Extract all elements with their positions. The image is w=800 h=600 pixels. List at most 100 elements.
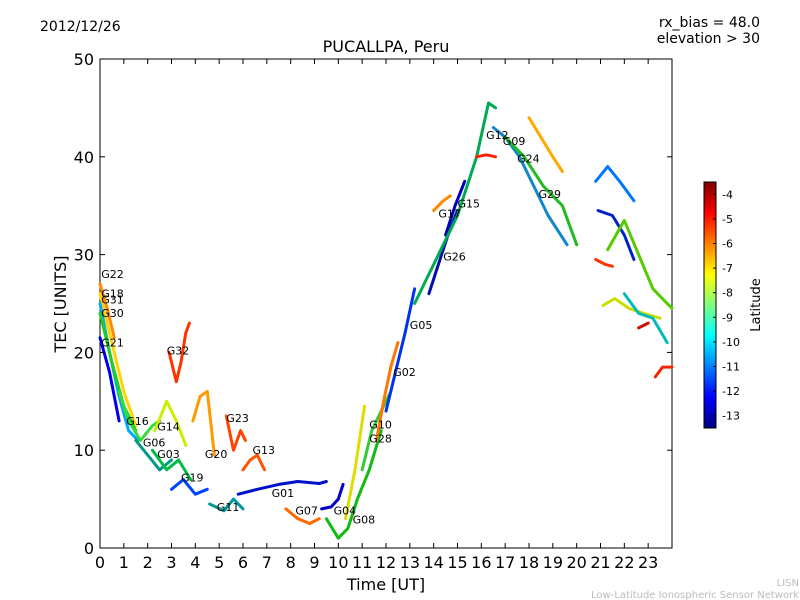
colorbar-tick-label: -11 xyxy=(722,361,740,374)
x-tick-label: 14 xyxy=(423,553,443,572)
colorbar-tick-label: -6 xyxy=(722,238,733,251)
series-label-g21: G21 xyxy=(101,337,124,350)
x-tick-label: 15 xyxy=(447,553,467,572)
series-line-g30 xyxy=(98,311,138,433)
y-axis-ticks: 0 10 20 30 40 50 xyxy=(74,50,672,558)
colorbar-tick-label: -12 xyxy=(722,385,740,398)
series-line-g14 xyxy=(153,399,188,447)
y-tick-label: 30 xyxy=(74,246,94,265)
y-tick-label: 40 xyxy=(74,148,94,167)
series-line-g26b xyxy=(596,209,636,261)
footer-network: Low-Latitude Ionospheric Sensor Network xyxy=(591,590,799,600)
series-label-g26: G26 xyxy=(443,251,466,264)
x-axis-label: Time [UT] xyxy=(346,575,425,594)
series-line-g06 xyxy=(134,438,173,472)
series-label-g22: G22 xyxy=(101,268,124,281)
colorbar-ticks: -4 -5 -6 -7 -8 -9 -10 -11 -12 -13 xyxy=(713,188,740,423)
x-tick-label: 17 xyxy=(495,553,515,572)
series-line-g21 xyxy=(98,336,121,423)
series-line-g24 xyxy=(491,126,569,247)
series-line-g10b xyxy=(622,292,669,345)
y-tick-label: 10 xyxy=(74,441,94,460)
series-label-g09: G09 xyxy=(503,135,526,148)
footer-lisn: LISN xyxy=(777,578,799,589)
colorbar-label: Latitude xyxy=(749,278,764,332)
x-tick-label: 13 xyxy=(400,553,420,572)
colorbar-tick-label: -9 xyxy=(722,311,733,324)
x-tick-label: 22 xyxy=(614,553,634,572)
series-line-g28 xyxy=(360,390,393,472)
series-line-g05 xyxy=(384,287,417,413)
series-line-g20 xyxy=(191,390,216,457)
y-tick-label: 0 xyxy=(84,539,94,558)
series-line-g23 xyxy=(224,414,247,452)
series-label-g02: G02 xyxy=(393,366,416,379)
x-tick-label: 8 xyxy=(286,553,296,572)
series-line-g18 xyxy=(98,292,138,428)
series-label-g08: G08 xyxy=(353,514,376,527)
series-line-g13 xyxy=(241,453,266,472)
x-tick-label: 21 xyxy=(590,553,610,572)
y-axis-label: TEC [UNITS] xyxy=(51,256,70,354)
series-line-g25 xyxy=(594,165,636,203)
series-label-g19: G19 xyxy=(181,472,204,485)
series-label-g30: G30 xyxy=(101,307,124,320)
x-axis-ticks: 0 1 2 3 4 5 6 7 8 9 10 11 12 13 14 15 16 17 18 19 20 21 22 23 xyxy=(95,59,658,572)
x-tick-label: 11 xyxy=(352,553,372,572)
series-layer xyxy=(98,101,674,540)
x-tick-label: 1 xyxy=(119,553,129,572)
series-line-g17 xyxy=(432,194,452,213)
series-line-g02 xyxy=(375,341,400,442)
x-tick-label: 12 xyxy=(376,553,396,572)
x-tick-label: 0 xyxy=(95,553,105,572)
x-tick-label: 2 xyxy=(143,553,153,572)
series-line-g12 xyxy=(413,101,498,305)
series-line-g29 xyxy=(503,135,579,247)
series-line-g08 xyxy=(324,429,383,540)
x-tick-label: 9 xyxy=(309,553,319,572)
series-label-g29: G29 xyxy=(539,188,562,201)
x-tick-label: 10 xyxy=(328,553,348,572)
series-label-g18: G18 xyxy=(101,288,124,301)
series-label-g24: G24 xyxy=(517,153,540,166)
plot-area xyxy=(99,58,673,549)
x-tick-label: 16 xyxy=(471,553,491,572)
series-line-g30b xyxy=(606,218,674,310)
colorbar-tick-label: -13 xyxy=(722,410,740,423)
colorbar-tick-label: -7 xyxy=(722,262,733,275)
series-label-g06: G06 xyxy=(143,436,166,449)
rx-bias-label: rx_bias = 48.0 xyxy=(659,15,760,31)
date-label: 2012/12/26 xyxy=(40,19,121,35)
series-label-g05: G05 xyxy=(410,319,433,332)
series-label-g01: G01 xyxy=(272,487,295,500)
x-tick-label: 4 xyxy=(190,553,200,572)
colorbar-tick-label: -8 xyxy=(722,287,733,300)
series-label-g32: G32 xyxy=(167,344,190,357)
series-line-g16 xyxy=(117,390,162,442)
series-label-g07: G07 xyxy=(295,505,318,518)
series-line-g19 xyxy=(170,478,209,496)
x-tick-label: 3 xyxy=(166,553,176,572)
series-label-g20: G20 xyxy=(205,448,228,461)
colorbar-tick-label: -10 xyxy=(722,336,740,349)
series-line-g09 xyxy=(475,153,498,159)
x-tick-label: 19 xyxy=(543,553,563,572)
series-label-g16: G16 xyxy=(126,415,149,428)
y-tick-label: 50 xyxy=(74,50,94,69)
series-line-g14b xyxy=(637,321,650,330)
series-label-g13: G13 xyxy=(253,444,276,457)
series-line-g04 xyxy=(320,482,345,511)
x-tick-label: 23 xyxy=(638,553,658,572)
series-label-g23: G23 xyxy=(226,412,249,425)
series-label-g28: G28 xyxy=(369,432,392,445)
series-line-g27 xyxy=(527,116,564,173)
series-line-g11 xyxy=(208,497,245,513)
x-tick-label: 20 xyxy=(566,553,586,572)
x-tick-label: 6 xyxy=(238,553,248,572)
series-label-g11: G11 xyxy=(217,501,240,514)
x-tick-label: 7 xyxy=(262,553,272,572)
series-line-g22 xyxy=(98,282,116,340)
series-line-g06b xyxy=(653,365,674,379)
